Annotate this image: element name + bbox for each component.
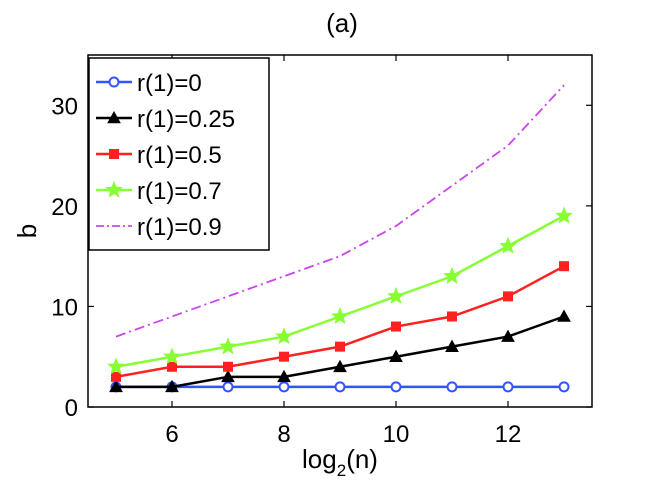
legend-label: r(1)=0 (137, 70, 202, 97)
data-point (331, 307, 349, 325)
legend-marker (107, 110, 121, 124)
x-axis-label: log2(n) (302, 444, 378, 480)
legend-marker (108, 76, 120, 88)
legend-marker (109, 149, 119, 159)
legend-marker (105, 180, 123, 198)
data-point (222, 381, 234, 393)
data-point (446, 381, 458, 393)
legend-label: r(1)=0.7 (137, 178, 222, 205)
data-point (502, 381, 514, 393)
legend-label: r(1)=0.25 (137, 106, 235, 133)
y-tick-label: 0 (65, 395, 78, 422)
legend-label: r(1)=0.9 (137, 214, 222, 241)
legend-item: r(1)=0.9 (96, 214, 222, 241)
data-point (499, 236, 517, 254)
series-r(1)=0.25 (109, 309, 571, 393)
axis-ticks: 6 8 10 12 0 10 20 30 (51, 55, 592, 448)
data-point (333, 359, 347, 373)
legend-item: r(1)=0.25 (96, 106, 235, 133)
series-r(1)=0.7 (107, 206, 573, 375)
data-point (223, 361, 233, 372)
legend: r(1)=0 r(1)=0.25 r(1)=0.5 r(1)=0.7 r(1)=0.9 (88, 57, 270, 251)
series-r(1)=0.5 (111, 261, 569, 382)
legend-item: r(1)=0.7 (96, 178, 222, 205)
data-point (390, 381, 402, 393)
data-point (501, 329, 515, 342)
data-point (558, 381, 570, 393)
data-point (387, 287, 405, 304)
y-tick-label: 10 (51, 294, 78, 321)
x-axis-label-tail: (n) (346, 444, 378, 474)
data-point (503, 291, 513, 302)
series-layer (107, 84, 573, 393)
data-point (389, 349, 403, 363)
x-axis-label-main: log (302, 444, 337, 474)
y-axis-label: b (12, 224, 42, 238)
x-axis-label-subscript: 2 (337, 461, 346, 480)
data-point (557, 309, 571, 322)
legend-label: r(1)=0.5 (137, 142, 222, 169)
data-point (278, 381, 290, 393)
data-point (111, 371, 121, 382)
data-point (221, 369, 235, 383)
data-point (443, 266, 461, 284)
data-point (275, 327, 293, 345)
data-point (279, 351, 289, 362)
data-point (555, 206, 573, 224)
legend-item: r(1)=0 (96, 70, 202, 97)
data-point (163, 347, 181, 365)
x-tick-label: 12 (495, 421, 522, 448)
legend-item: r(1)=0.5 (96, 142, 222, 169)
data-point (167, 361, 177, 372)
data-point (107, 357, 125, 375)
data-point (165, 379, 179, 393)
data-point (335, 341, 345, 352)
data-point (447, 311, 457, 322)
y-tick-label: 30 (51, 93, 78, 120)
data-point (334, 381, 346, 393)
data-point (277, 369, 291, 383)
x-tick-label: 10 (383, 421, 410, 448)
data-point (559, 261, 569, 272)
data-point (109, 379, 123, 393)
data-point (219, 337, 237, 355)
data-point (445, 339, 459, 352)
y-tick-label: 20 (51, 194, 78, 221)
data-point (391, 321, 401, 332)
x-tick-label: 8 (277, 421, 290, 448)
chart-title: (a) (326, 8, 358, 38)
x-tick-label: 6 (165, 421, 178, 448)
